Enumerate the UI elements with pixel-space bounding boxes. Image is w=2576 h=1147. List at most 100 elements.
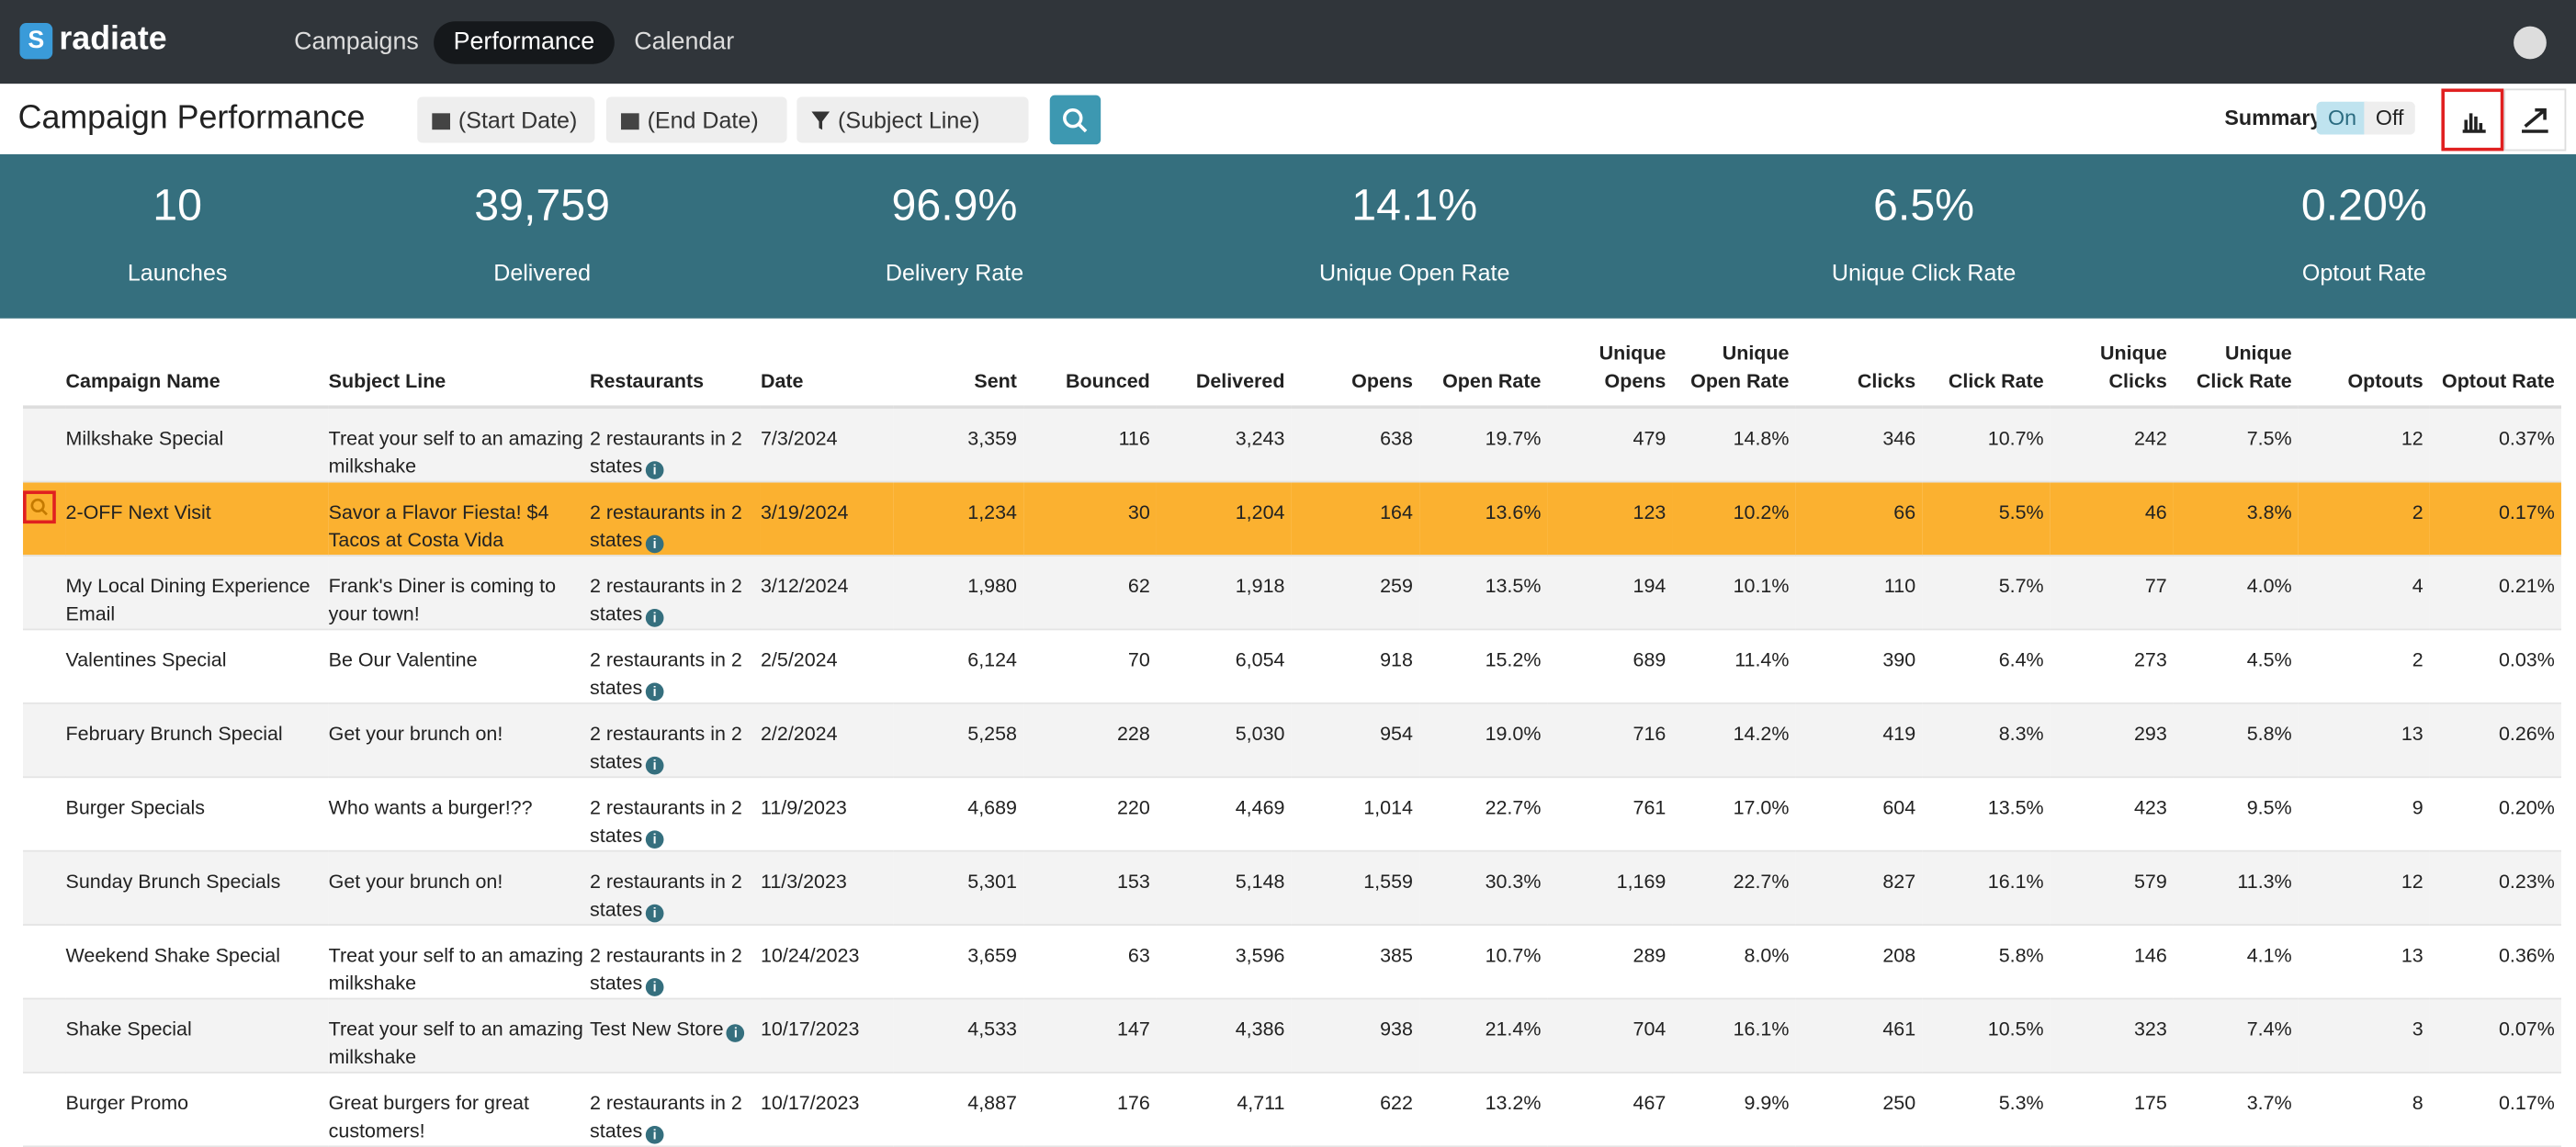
table-row[interactable]: Valentines Special Be Our Valentine 2 rest… [23,629,2561,704]
table-cell: 13.2% [1419,1072,1548,1147]
toggle-on[interactable]: On [2316,101,2368,135]
search-button[interactable] [1049,95,1102,145]
column-header[interactable]: Optouts [2298,336,2430,410]
toggle-off[interactable]: Off [2364,101,2415,135]
table-row[interactable]: Burger Promo Great burgers for great cust… [23,1072,2561,1147]
column-header[interactable]: Unique Clicks [2050,336,2174,410]
table-cell: 2 restaurants in 2 states i [589,703,761,779]
cell-text: 13.2% [1485,1091,1542,1115]
table-cell: 30 [1023,481,1157,557]
brand-name: radiate [59,21,167,58]
column-header[interactable]: Unique Click Rate [2173,336,2299,410]
nav-item[interactable]: Calendar [634,28,735,56]
start-date-filter[interactable]: (Start Date) [417,96,595,143]
table-cell: 77 [2050,555,2174,631]
info-icon[interactable]: i [645,904,664,923]
table-cell: 10.7% [1419,925,1548,1000]
chart-button[interactable] [2441,88,2504,152]
column-header[interactable]: Clicks [1795,336,1923,410]
cell-text: Treat your self to an amazing milkshake [328,426,583,478]
cell-text: Get your brunch on! [328,722,503,746]
cell-text: 289 [1633,943,1666,967]
stat-value: 0.20% [2300,180,2427,231]
info-icon[interactable]: i [645,682,664,702]
cell-text: 147 [1116,1018,1150,1041]
table-cell: 1,204 [1156,481,1292,557]
column-header[interactable]: Optout Rate [2429,336,2561,410]
cell-text: 4 [2412,574,2423,598]
cell-text: 0.23% [2498,870,2555,894]
info-icon[interactable]: i [727,1024,745,1042]
cell-text: 0.21% [2498,574,2555,598]
nav-item[interactable]: Campaigns [294,28,419,56]
info-icon[interactable]: i [645,1126,664,1144]
column-header[interactable]: Restaurants [589,336,761,410]
cell-text: 604 [1882,795,1916,819]
subject-filter[interactable]: (Subject Line) [797,96,1029,143]
cell-text: 3,243 [1235,426,1285,450]
column-header[interactable]: Unique Opens [1547,336,1673,410]
info-icon[interactable]: i [645,534,664,554]
column-header[interactable]: Campaign Name [65,336,329,410]
table-row[interactable]: February Brunch Special Get your brunch o… [23,703,2561,779]
export-button[interactable] [2503,88,2567,152]
cell-text: 14.2% [1733,722,1790,746]
table-row[interactable]: Milkshake Special Treat your self to an a… [23,407,2561,483]
table-row[interactable]: Burger Specials Who wants a burger!?? 2 re… [23,777,2561,852]
table-cell: 6,124 [893,629,1024,704]
table-row[interactable]: Weekend Shake Special Treat your self to … [23,925,2561,1000]
table-cell: 2 restaurants in 2 states i [589,777,761,852]
column-header[interactable]: Subject Line [328,336,590,410]
info-icon[interactable]: i [645,978,664,996]
cell-text: 7.4% [2246,1018,2292,1041]
user-avatar[interactable] [2514,26,2547,60]
table-row[interactable]: Sunday Brunch Specials Get your brunch on… [23,850,2561,926]
info-icon[interactable]: i [645,830,664,849]
cell-text: 479 [1633,426,1666,450]
table-cell: 1,234 [893,481,1024,557]
info-icon[interactable]: i [645,461,664,479]
table-cell: 12 [2298,850,2430,926]
column-header[interactable]: Unique Open Rate [1672,336,1796,410]
cell-text: 461 [1882,1018,1916,1041]
column-header[interactable]: Sent [893,336,1024,410]
cell-text: 4,469 [1235,795,1285,819]
table-row[interactable]: Shake Special Treat your self to an amazi… [23,998,2561,1074]
info-icon[interactable]: i [645,756,664,775]
cell-text: 63 [1127,943,1150,967]
info-icon[interactable]: i [645,609,664,627]
nav-item[interactable]: Performance [434,21,615,64]
column-header[interactable]: Click Rate [1922,336,2051,410]
cell-text: 13.5% [1987,795,2044,819]
table-cell: 954 [1291,703,1420,779]
row-action-cell [23,481,66,557]
end-date-filter[interactable]: (End Date) [605,96,787,143]
cell-text: 123 [1633,500,1666,524]
calendar-icon [620,113,639,130]
table-cell: 0.37% [2429,407,2561,483]
cell-text: 9 [2412,795,2423,819]
column-header[interactable]: Delivered [1156,336,1292,410]
column-header[interactable]: Date [760,336,894,410]
column-header[interactable]: Opens [1291,336,1420,410]
table-row[interactable]: My Local Dining Experience Email Frank's … [23,555,2561,631]
cell-text: Great burgers for great customers! [328,1091,529,1142]
cell-text: 220 [1116,795,1150,819]
table-cell: 5.3% [1922,1072,2051,1147]
cell-text: 62 [1127,574,1150,598]
view-details-button[interactable] [23,490,56,524]
stat-value: 14.1% [1351,180,1478,231]
cell-text: 3,596 [1235,943,1285,967]
column-header[interactable]: Bounced [1023,336,1157,410]
table-row[interactable]: 2-OFF Next Visit Savor a Flavor Fiesta! $… [23,481,2561,557]
table-cell: 3/12/2024 [760,555,894,631]
stat: 0.20% Optout Rate [2184,154,2545,286]
table-cell: 3,596 [1156,925,1292,1000]
column-header[interactable]: Open Rate [1419,336,1548,410]
table-cell: 10.2% [1672,481,1796,557]
table-cell: 30.3% [1419,850,1548,926]
cell-text: 4.1% [2246,943,2292,967]
table-cell: 689 [1547,629,1673,704]
